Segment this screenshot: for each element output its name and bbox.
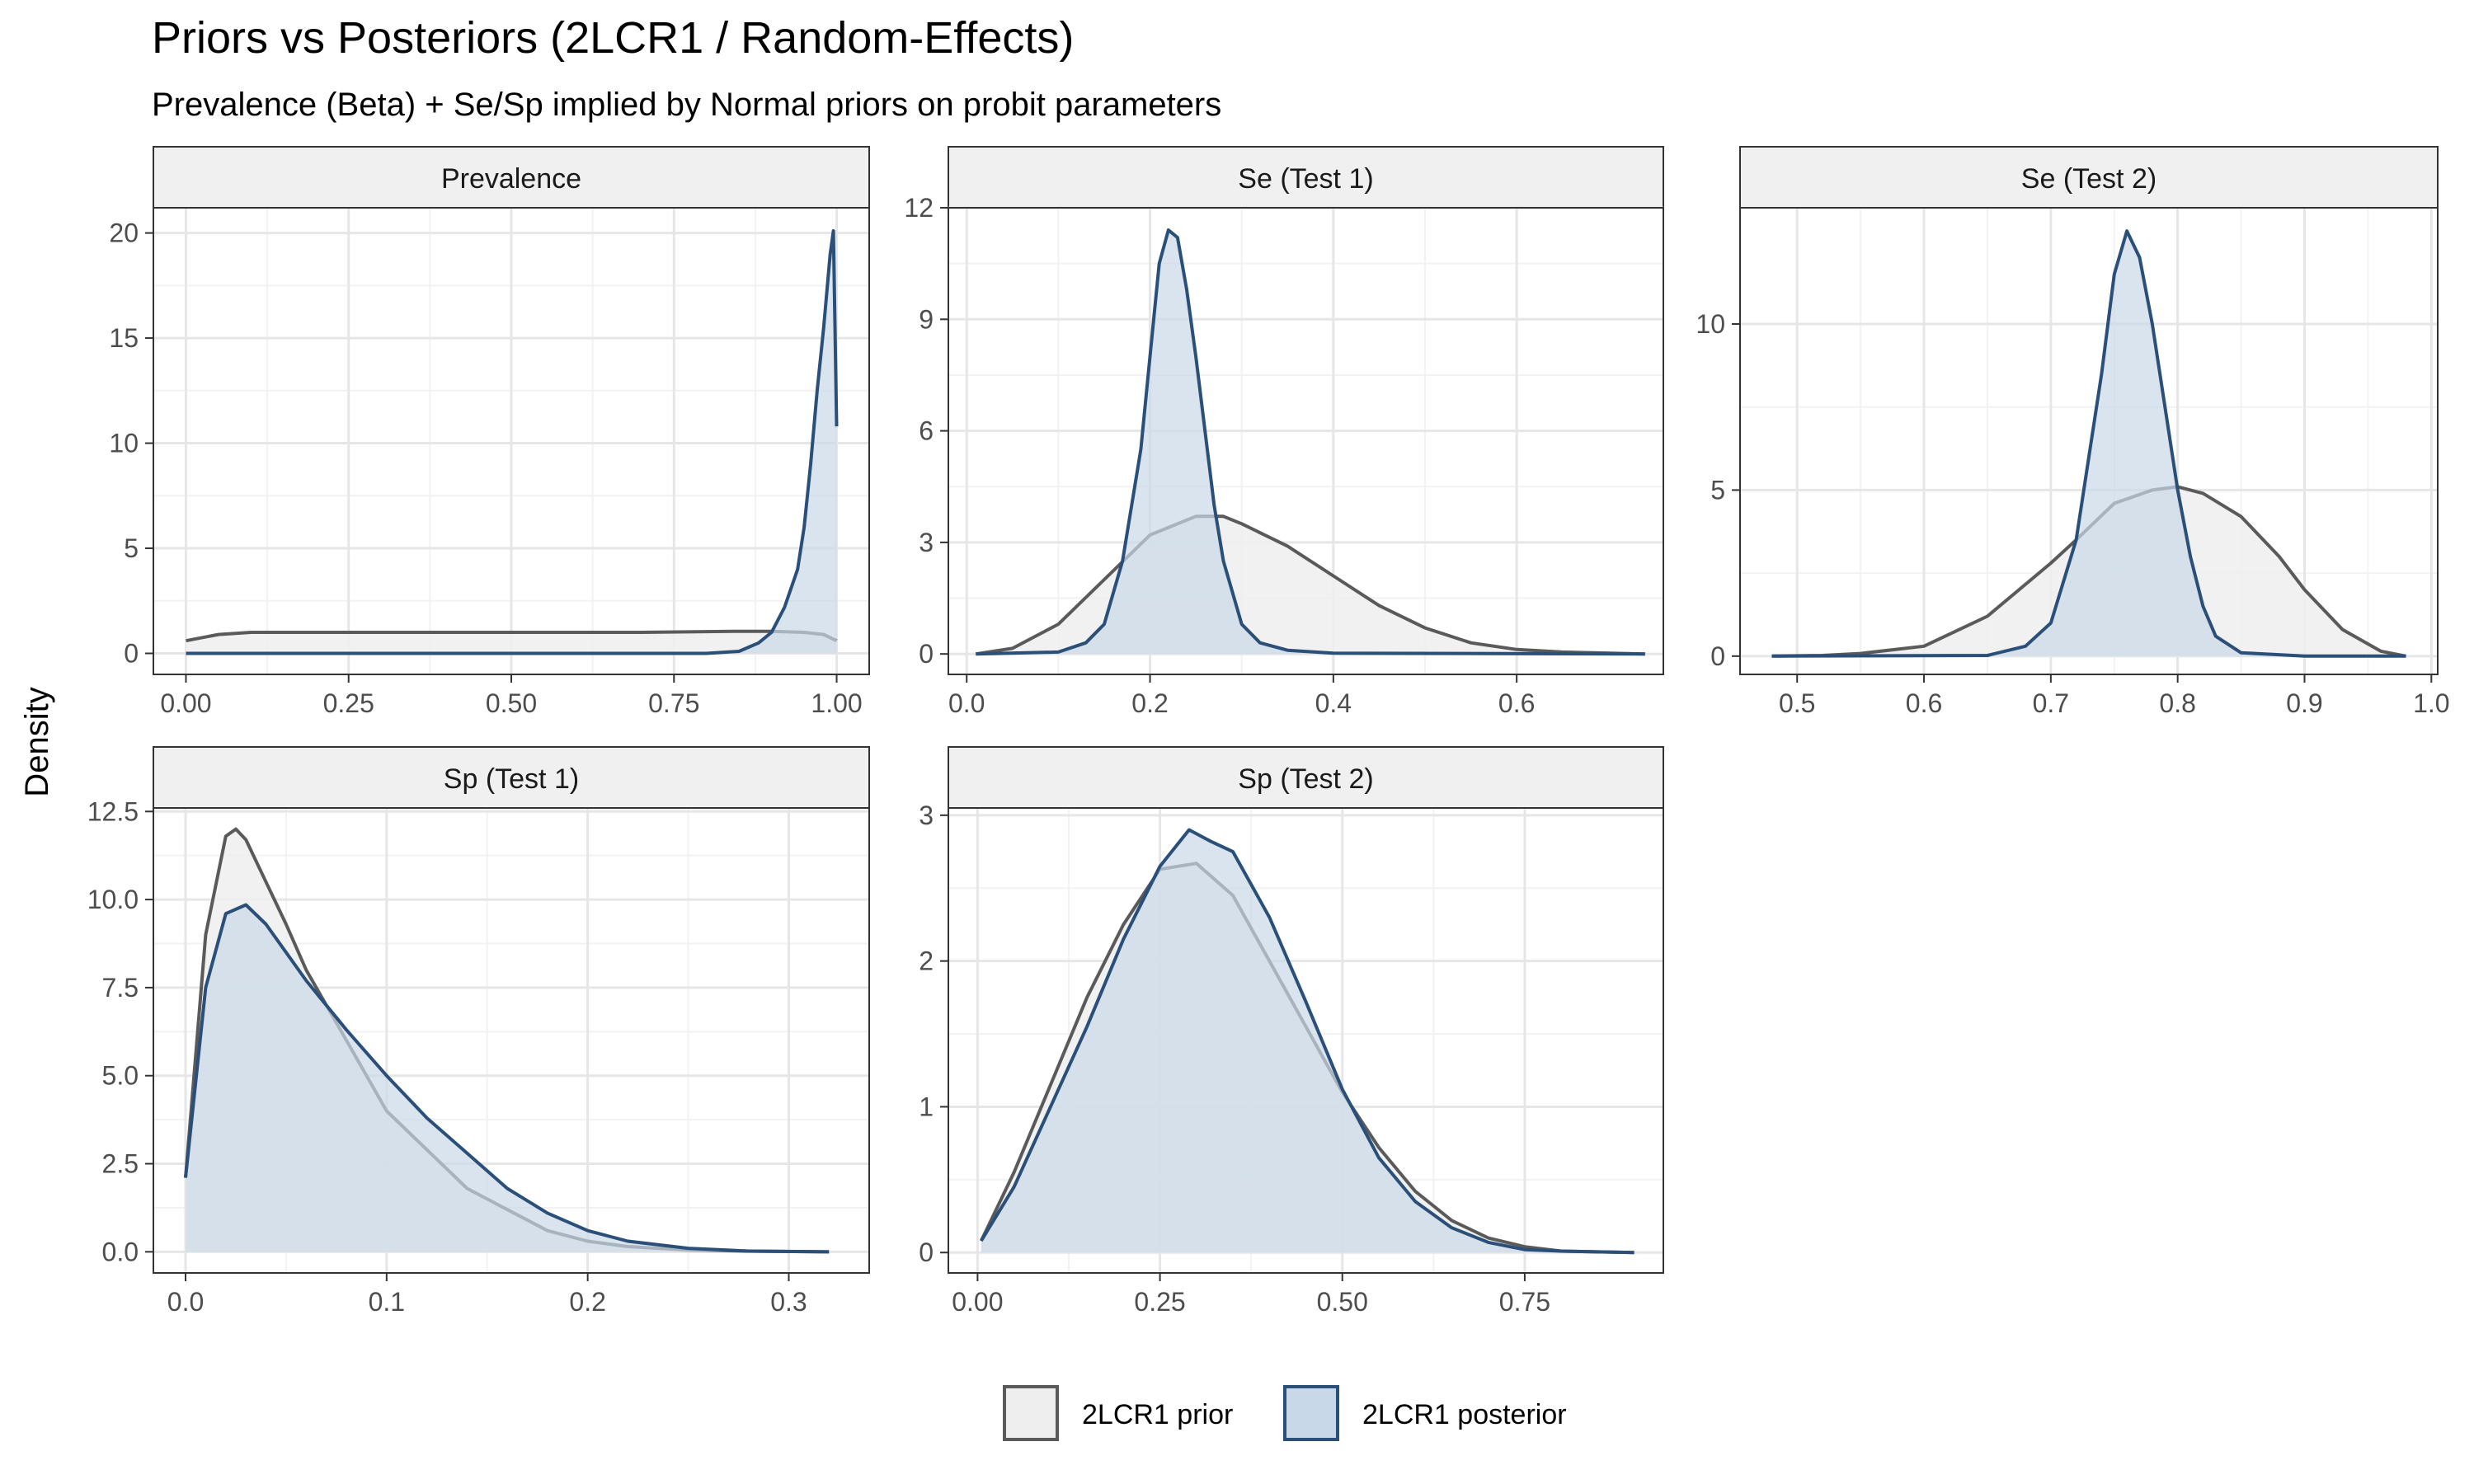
x-tick-label: 0.25	[1134, 1287, 1185, 1317]
y-tick-label: 20	[109, 218, 139, 248]
panel-sp-test-1: Sp (Test 1) 0.0 0.1 0.2 0.3 0.0 2.5 5.0 7.5 10.0 1…	[87, 746, 870, 1317]
y-tick-label: 15	[109, 323, 139, 353]
y-tick-label: 0	[919, 1237, 934, 1267]
axis-ticks-prevalence: 0.00 0.25 0.50 0.75 1.00 0 5 10 15 20	[109, 218, 862, 718]
series-group-sp-test-2	[979, 828, 1634, 1255]
strip-label-se-test-2: Se (Test 2)	[2021, 163, 2157, 195]
panel-border-sp-test-2	[948, 807, 1664, 1274]
y-tick-label: 6	[919, 416, 934, 446]
x-tick-label: 0.2	[569, 1287, 605, 1317]
y-tick-label: 3	[919, 528, 934, 557]
y-tick-label: 0.0	[102, 1237, 139, 1266]
strip-label-sp-test-2: Sp (Test 2)	[1238, 763, 1373, 795]
line-prior-se-test-1	[975, 514, 1645, 656]
panel-border-sp-test-1	[153, 807, 870, 1274]
area-posterior-sp-test-1	[186, 904, 830, 1252]
x-tick-label: 0.50	[486, 688, 537, 718]
legend-label-posterior: 2LCR1 posterior	[1362, 1399, 1567, 1430]
x-tick-label: 0.7	[2033, 688, 2069, 718]
y-tick-label: 1	[919, 1092, 934, 1121]
series-group-se-test-2	[1771, 229, 2406, 658]
y-axis-label: Density	[19, 687, 55, 796]
x-tick-label: 0.00	[160, 688, 211, 718]
x-tick-label: 0.1	[369, 1287, 405, 1317]
x-tick-label: 0.9	[2286, 688, 2322, 718]
area-posterior-sp-test-2	[981, 829, 1634, 1253]
y-tick-label: 5.0	[102, 1061, 139, 1091]
x-tick-label: 0.50	[1317, 1287, 1368, 1317]
strip-label-se-test-1: Se (Test 1)	[1238, 163, 1373, 195]
y-tick-label: 2	[919, 946, 934, 976]
y-tick-label: 12.5	[87, 796, 139, 826]
series-group-prevalence	[186, 229, 839, 655]
strip-sp-test-2	[948, 746, 1664, 809]
y-tick-label: 12	[904, 193, 934, 223]
x-tick-label: 1.00	[811, 688, 862, 718]
y-tick-label: 10.0	[87, 885, 139, 914]
panel-prevalence: Prevalence 0.00 0.25 0.50 0.75 1.00 0 5 10 15 20	[109, 146, 870, 718]
line-posterior-sp-test-2	[980, 828, 1634, 1255]
strip-se-test-1	[948, 146, 1664, 209]
x-tick-label: 0.5	[1779, 688, 1815, 718]
x-tick-label: 0.75	[648, 688, 699, 718]
axis-ticks-sp-test-2: 0.00 0.25 0.50 0.75 0 1 2 3	[919, 801, 1550, 1317]
axis-ticks-se-test-1: 0.0 0.2 0.4 0.6 0 3 6 9 12	[904, 193, 1535, 718]
major-grid-sp-test-2	[948, 808, 1663, 1273]
area-posterior-se-test-2	[1771, 231, 2406, 656]
x-tick-label: 0.75	[1499, 1287, 1550, 1317]
legend: 2LCR1 prior 2LCR1 posterior	[1003, 1385, 1567, 1441]
x-tick-label: 0.4	[1315, 688, 1352, 718]
y-tick-label: 0	[919, 639, 934, 669]
line-posterior-sp-test-1	[184, 903, 830, 1254]
panel-se-test-1: Se (Test 1) 0.0 0.2 0.4 0.6 0 3 6 9 12	[904, 146, 1664, 718]
y-tick-label: 10	[109, 429, 139, 458]
strip-label-sp-test-1: Sp (Test 1)	[444, 763, 579, 795]
x-tick-label: 1.0	[2413, 688, 2449, 718]
y-tick-label: 2.5	[102, 1149, 139, 1179]
area-prior-prevalence	[186, 631, 837, 654]
y-tick-label: 9	[919, 304, 934, 334]
legend-key-posterior	[1283, 1385, 1339, 1441]
x-tick-label: 0.2	[1131, 688, 1168, 718]
line-posterior-se-test-1	[976, 228, 1645, 656]
legend-key-prior	[1003, 1385, 1059, 1441]
x-tick-label: 0.3	[770, 1287, 807, 1317]
line-posterior-se-test-2	[1771, 229, 2406, 658]
series-group-sp-test-1	[184, 827, 830, 1254]
axis-ticks-sp-test-1: 0.0 0.1 0.2 0.3 0.0 2.5 5.0 7.5 10.0 12.5	[87, 796, 807, 1317]
y-tick-label: 5	[1710, 475, 1725, 505]
y-tick-label: 10	[1696, 309, 1725, 339]
area-prior-se-test-1	[976, 516, 1645, 655]
strip-prevalence	[153, 146, 870, 209]
panel-se-test-2: Se (Test 2) 0.5 0.6 0.7 0.8 0.9 1.0 0 5 10	[1696, 146, 2450, 718]
y-tick-label: 5	[124, 533, 139, 563]
series-group-se-test-1	[975, 228, 1645, 656]
y-tick-label: 3	[919, 801, 934, 830]
x-tick-label: 0.6	[1906, 688, 1942, 718]
line-posterior-prevalence	[186, 229, 839, 655]
panel-sp-test-2: Sp (Test 2) 0.00 0.25 0.50 0.75 0 1 2 3	[919, 746, 1664, 1317]
legend-label-prior: 2LCR1 prior	[1082, 1399, 1233, 1430]
strip-label-prevalence: Prevalence	[441, 163, 581, 195]
x-tick-label: 0.0	[167, 1287, 204, 1317]
y-tick-label: 0	[124, 639, 139, 669]
axis-ticks-se-test-2: 0.5 0.6 0.7 0.8 0.9 1.0 0 5 10	[1696, 309, 2449, 718]
y-tick-label: 7.5	[102, 973, 139, 1003]
x-tick-label: 0.00	[952, 1287, 1003, 1317]
strip-sp-test-1	[153, 746, 870, 809]
chart-subtitle: Prevalence (Beta) + Se/Sp implied by Nor…	[152, 87, 1221, 123]
panel-border-se-test-2	[1739, 207, 2439, 675]
major-grid-prevalence	[153, 208, 869, 674]
chart-title: Priors vs Posteriors (2LCR1 / Random-Eff…	[152, 13, 1074, 63]
x-tick-label: 0.6	[1498, 688, 1535, 718]
panel-border-se-test-1	[948, 207, 1664, 675]
area-posterior-se-test-1	[976, 230, 1645, 655]
x-tick-label: 0.25	[323, 688, 374, 718]
x-tick-label: 0.8	[2159, 688, 2195, 718]
x-tick-label: 0.0	[948, 688, 985, 718]
y-tick-label: 0	[1710, 641, 1725, 671]
